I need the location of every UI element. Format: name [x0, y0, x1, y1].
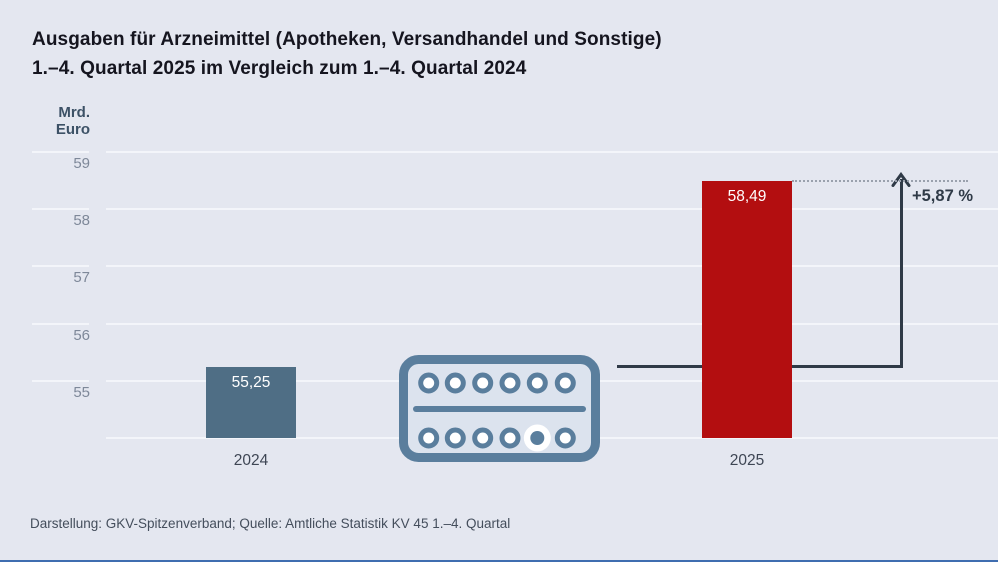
axis-unit-line1: Mrd.	[58, 104, 90, 121]
bottom-accent-border	[0, 560, 998, 562]
tick-mark-55	[32, 379, 89, 382]
category-label-2025: 2025	[729, 452, 765, 469]
percent-change-label: +5,87 %	[912, 187, 974, 206]
gridline-59	[106, 151, 998, 153]
bar-2024-value-label: 55,25	[231, 373, 271, 391]
bar-2025-value-label: 58,49	[727, 188, 767, 206]
gridline-57	[106, 265, 998, 268]
chart-title-line2: 1.–4. Quartal 2025 im Vergleich zum 1.–4…	[32, 58, 527, 79]
axis-tick-label-58: 58	[73, 212, 90, 230]
blister-bottom-row	[418, 424, 576, 452]
pill-blister-pack-icon	[399, 355, 600, 462]
axis-tick-label-56: 56	[73, 326, 90, 344]
tick-mark-59	[32, 151, 89, 153]
axis-tick-label-55: 55	[73, 383, 90, 401]
blister-top-row	[418, 372, 576, 394]
tick-mark-56	[32, 322, 89, 325]
bar-2025: 58,49	[702, 181, 792, 438]
axis-unit-label: Mrd. Euro	[0, 104, 90, 138]
tick-mark-57	[32, 265, 89, 268]
axis-tick-label-57: 57	[73, 269, 90, 287]
source-note: Darstellung: GKV-Spitzenverband; Quelle:…	[30, 516, 511, 531]
axis-unit-line2: Euro	[55, 121, 90, 138]
chart-title-line1: Ausgaben für Arzneimittel (Apotheken, Ve…	[32, 29, 662, 50]
tick-mark-58	[32, 208, 89, 211]
bar-2024: 55,25	[206, 366, 296, 438]
axis-tick-label-59: 59	[73, 155, 90, 172]
gridline-58	[106, 208, 998, 211]
reference-dotted-line	[792, 180, 968, 183]
gridline-56	[106, 322, 998, 325]
category-label-2024: 2024	[233, 452, 269, 469]
comparison-arrow-vertical-line	[899, 179, 903, 368]
